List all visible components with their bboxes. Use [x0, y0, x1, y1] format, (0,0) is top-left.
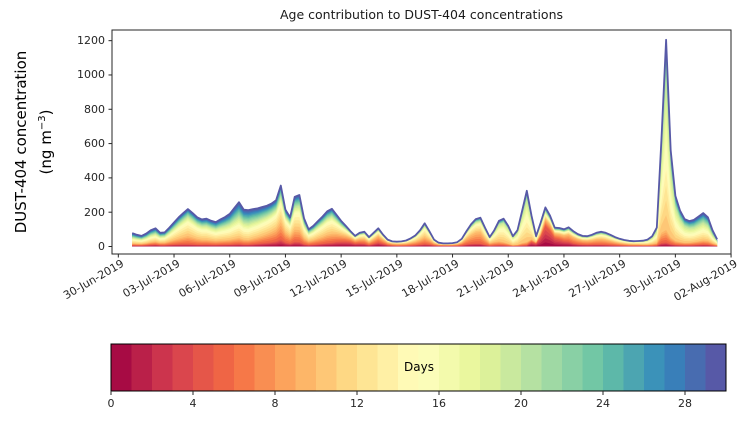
colorbar-label: Days [404, 360, 434, 374]
total-envelope-line [131, 38, 718, 245]
y-tick-label: 800 [84, 103, 105, 116]
axis-ticks [108, 40, 732, 258]
y-tick-label: 1200 [77, 34, 105, 47]
colorbar-tick-label: 20 [514, 397, 528, 410]
colorbar-tick-label: 16 [432, 397, 446, 410]
chart-title: Age contribution to DUST-404 concentrati… [279, 7, 564, 22]
colorbar-tick-label: 24 [596, 397, 610, 410]
colorbar [110, 343, 727, 395]
y-tick-label: 200 [84, 206, 105, 219]
y-tick-label: 600 [84, 137, 105, 150]
stacked-area-layers [132, 39, 718, 247]
y-tick-label: 0 [98, 240, 105, 253]
colorbar-tick-label: 8 [271, 397, 279, 410]
y-axis-label-line1: DUST-404 concentration [12, 50, 30, 234]
plot-frame [111, 29, 732, 255]
colorbar-tick-label: 12 [350, 397, 364, 410]
colorbar-frame [110, 343, 727, 392]
y-axis-label: DUST-404 concentration (ng m−3) [10, 1, 56, 283]
colorbar-tick-label: 28 [678, 397, 692, 410]
y-tick-label: 400 [84, 171, 105, 184]
y-axis-label-line2: (ng m−3) [37, 109, 55, 175]
colorbar-tick-label: 4 [189, 397, 197, 410]
y-tick-label: 1000 [77, 68, 105, 81]
colorbar-tick-label: 0 [107, 397, 115, 410]
